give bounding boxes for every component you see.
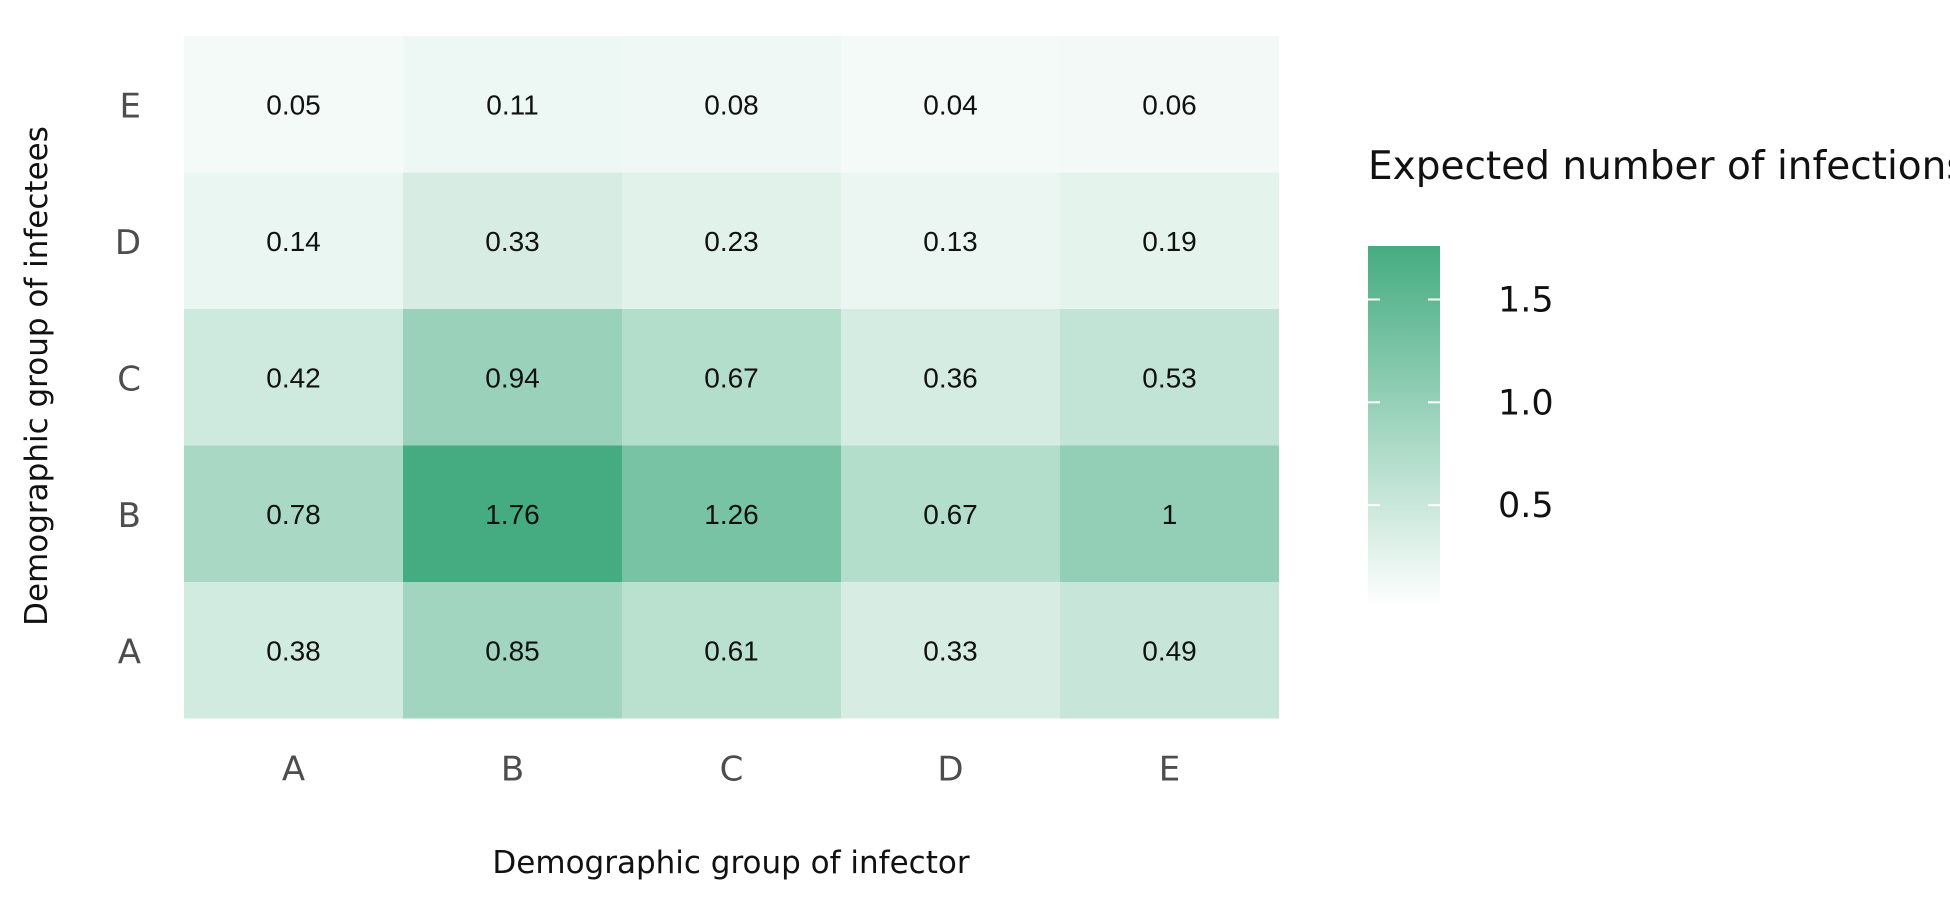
legend-tick-label: 0.5 xyxy=(1498,486,1554,526)
heatmap-value-label: 0.23 xyxy=(704,226,759,257)
heatmap-value-label: 0.14 xyxy=(266,226,321,257)
legend-tick-label: 1.0 xyxy=(1498,383,1554,423)
heatmap-cell-C-B xyxy=(403,309,622,446)
heatmap-value-label: 0.53 xyxy=(1142,362,1197,393)
heatmap-value-label: 0.06 xyxy=(1142,89,1197,120)
heatmap-cell-E-B xyxy=(403,36,622,173)
y-axis-title: Demographic group of infectees xyxy=(19,126,55,626)
heatmap-value-label: 0.94 xyxy=(485,362,540,393)
heatmap-cell-D-A xyxy=(184,172,403,309)
heatmap-cell-D-B xyxy=(403,172,622,309)
heatmap-value-label: 0.05 xyxy=(266,89,321,120)
heatmap-value-label: 0.67 xyxy=(704,362,759,393)
heatmap-cell-E-E xyxy=(1060,36,1279,173)
color-legend: Expected number of infections 1.5 1.0 0.5 xyxy=(1368,144,1950,608)
y-axis-tick-labels: A B C D E xyxy=(115,86,141,672)
heatmap-value-label: 0.33 xyxy=(485,226,540,257)
heatmap-value-label: 0.38 xyxy=(266,635,321,666)
x-axis-title: Demographic group of infector xyxy=(492,845,969,881)
heatmap-value-label: 0.08 xyxy=(704,89,759,120)
x-tick-label-D: D xyxy=(937,750,963,790)
heatmap-value-label: 0.11 xyxy=(486,89,538,120)
heatmap-cell-E-C xyxy=(622,36,841,173)
heatmap-value-label: 1 xyxy=(1162,499,1178,530)
heatmap-cell-D-E xyxy=(1060,172,1279,309)
y-tick-label-D: D xyxy=(115,223,141,263)
x-axis-tick-labels: A B C D E xyxy=(282,750,1180,790)
heatmap-cell-E-A xyxy=(184,36,403,173)
heatmap-value-label: 0.33 xyxy=(923,635,978,666)
heatmap-value-label: 0.04 xyxy=(923,89,978,120)
legend-color-bar xyxy=(1368,246,1440,608)
y-tick-label-C: C xyxy=(117,359,141,399)
heatmap-value-label: 0.36 xyxy=(923,362,978,393)
heatmap-cell-A-A xyxy=(184,582,403,719)
heatmap-value-label: 0.19 xyxy=(1142,226,1197,257)
x-tick-label-A: A xyxy=(282,750,305,790)
heatmap-cell-B-B xyxy=(403,445,622,582)
heatmap-cell-A-B xyxy=(403,582,622,719)
x-tick-label-C: C xyxy=(720,750,744,790)
heatmap-cell-A-D xyxy=(841,582,1060,719)
heatmap-cell-A-C xyxy=(622,582,841,719)
heatmap-cell-C-D xyxy=(841,309,1060,446)
legend-title: Expected number of infections xyxy=(1368,144,1950,189)
heatmap-cell-C-A xyxy=(184,309,403,446)
heatmap-value-label: 0.85 xyxy=(485,635,540,666)
y-tick-label-A: A xyxy=(118,632,141,672)
y-tick-label-B: B xyxy=(118,496,141,536)
heatmap-cell-B-E xyxy=(1060,445,1279,582)
heatmap-value-label: 0.78 xyxy=(266,499,321,530)
heatmap-value-label: 1.26 xyxy=(704,499,759,530)
heatmap-value-label: 1.76 xyxy=(485,499,540,530)
heatmap-cells xyxy=(184,36,1279,719)
y-tick-label-E: E xyxy=(120,86,141,126)
legend-ticks: 1.5 1.0 0.5 xyxy=(1368,280,1554,526)
heatmap-value-label: 0.49 xyxy=(1142,635,1197,666)
legend-tick-label: 1.5 xyxy=(1498,280,1554,320)
heatmap-cell-B-A xyxy=(184,445,403,582)
heatmap-cell-C-E xyxy=(1060,309,1279,446)
x-tick-label-B: B xyxy=(501,750,524,790)
x-tick-label-E: E xyxy=(1159,750,1180,790)
heatmap-cell-B-D xyxy=(841,445,1060,582)
heatmap-cell-E-D xyxy=(841,36,1060,173)
heatmap-value-label: 0.67 xyxy=(923,499,978,530)
heatmap-cell-D-D xyxy=(841,172,1060,309)
heatmap-cell-B-C xyxy=(622,445,841,582)
heatmap-cell-A-E xyxy=(1060,582,1279,719)
heatmap-value-label: 0.42 xyxy=(266,362,321,393)
heatmap-cell-C-C xyxy=(622,309,841,446)
heatmap-value-label: 0.61 xyxy=(704,635,759,666)
heatmap-cell-D-C xyxy=(622,172,841,309)
heatmap-value-label: 0.13 xyxy=(923,226,978,257)
heatmap-value-labels: 0.38 0.85 0.61 0.33 0.49 0.78 1.76 1.26 0.67 1 0.4… xyxy=(266,89,1197,666)
